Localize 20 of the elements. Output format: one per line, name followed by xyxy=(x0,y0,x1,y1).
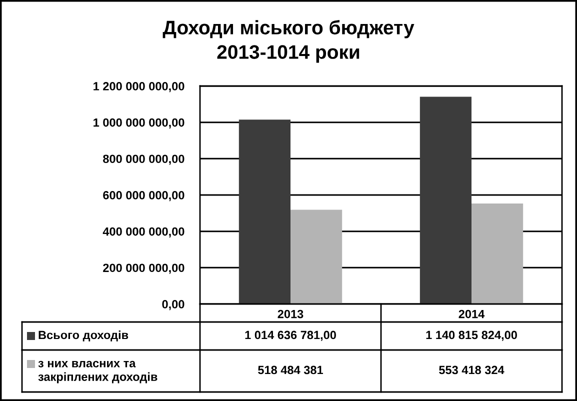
data-label: 518 484 381 xyxy=(258,366,323,374)
x-tick-label: 2014 xyxy=(458,310,485,318)
bar xyxy=(290,210,342,304)
y-tick-label: 0,00 xyxy=(162,300,184,310)
data-label: 553 418 324 xyxy=(439,366,504,374)
y-tick-label: 200 000 000,00 xyxy=(103,264,184,274)
x-tick-label: 2013 xyxy=(278,310,304,318)
data-label: 1 140 815 824,00 xyxy=(426,330,517,341)
legend-label: Всього доходів xyxy=(38,330,128,342)
y-tick-label: 600 000 000,00 xyxy=(103,191,184,202)
chart-title: Доходи міського бюджету 2013-1014 роки xyxy=(162,20,414,63)
data-label: 1 014 636 781,00 xyxy=(245,330,336,341)
y-tick-label: 1 000 000 000,00 xyxy=(94,118,184,128)
y-tick-label: 800 000 000,00 xyxy=(103,154,184,165)
legend-label: з них власних та закріплених доходів xyxy=(38,360,158,384)
y-tick-label: 1 200 000 000,00 xyxy=(94,82,184,92)
bar xyxy=(238,120,290,304)
y-tick-label: 400 000 000,00 xyxy=(102,227,184,238)
bar xyxy=(420,96,472,304)
bar xyxy=(472,203,524,304)
